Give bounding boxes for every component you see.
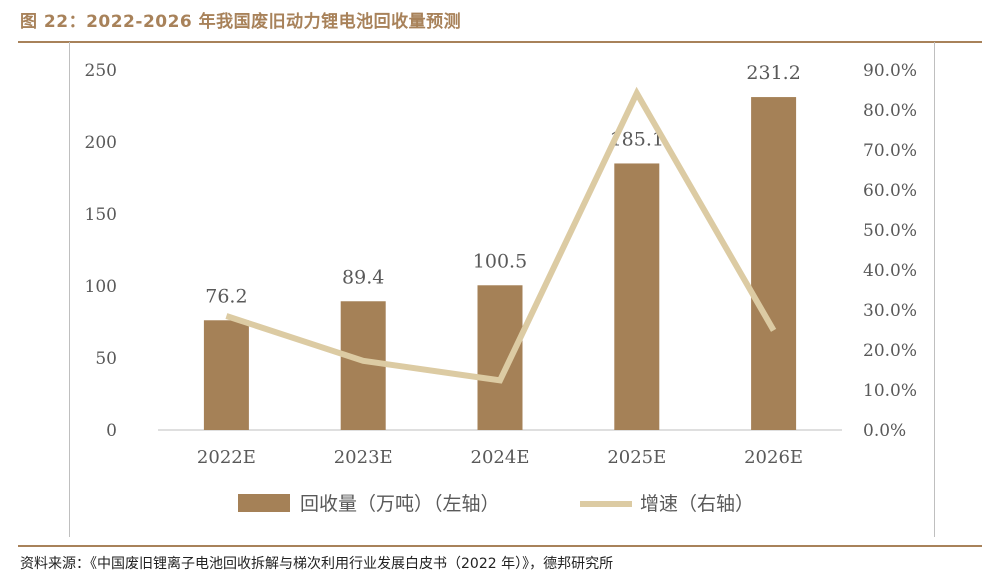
x-tick-label: 2024E bbox=[471, 447, 530, 468]
y-left-tick-label: 250 bbox=[85, 61, 117, 81]
bar-data-label: 89.4 bbox=[342, 266, 384, 288]
legend-label-bar: 回收量（万吨）（左轴） bbox=[300, 493, 500, 515]
bar-data-label: 231.2 bbox=[746, 62, 800, 84]
y-right-tick-label: 20.0% bbox=[863, 341, 917, 361]
x-tick-label: 2022E bbox=[197, 447, 256, 468]
bar-data-label: 185.1 bbox=[610, 128, 664, 150]
bottom-rule bbox=[18, 545, 982, 547]
x-tick-label: 2023E bbox=[334, 447, 393, 468]
y-left-tick-label: 100 bbox=[85, 277, 117, 297]
y-right-tick-label: 80.0% bbox=[863, 101, 917, 121]
y-right-tick-label: 60.0% bbox=[863, 181, 917, 201]
y-right-tick-label: 30.0% bbox=[863, 301, 917, 321]
y-left-tick-label: 0 bbox=[106, 421, 117, 441]
bar bbox=[751, 97, 797, 431]
bar bbox=[477, 285, 523, 430]
bar bbox=[614, 163, 660, 430]
bar bbox=[203, 320, 249, 430]
y-right-tick-label: 90.0% bbox=[863, 61, 917, 81]
y-left-tick-label: 200 bbox=[85, 133, 117, 153]
source-note: 资料来源：《中国废旧锂离子电池回收拆解与梯次利用行业发展白皮书（2022 年）》… bbox=[20, 556, 614, 572]
bar-data-label: 76.2 bbox=[205, 285, 247, 307]
y-right-tick-label: 70.0% bbox=[863, 141, 917, 161]
x-tick-label: 2025E bbox=[607, 447, 666, 468]
y-right-tick-label: 50.0% bbox=[863, 221, 917, 241]
y-right-tick-label: 0.0% bbox=[863, 421, 906, 441]
y-left-tick-label: 150 bbox=[85, 205, 117, 225]
top-rule bbox=[18, 41, 982, 43]
chart-frame bbox=[69, 42, 935, 537]
x-tick-label: 2026E bbox=[744, 447, 803, 468]
y-left-tick-label: 50 bbox=[95, 349, 117, 369]
legend-label-line: 增速（右轴） bbox=[640, 493, 754, 515]
bar-data-label: 100.5 bbox=[473, 250, 527, 272]
y-right-tick-label: 10.0% bbox=[863, 381, 917, 401]
figure-title: 图 22：2022-2026 年我国废旧动力锂电池回收量预测 bbox=[20, 12, 462, 32]
y-right-tick-label: 40.0% bbox=[863, 261, 917, 281]
legend-swatch-bar bbox=[238, 494, 290, 512]
